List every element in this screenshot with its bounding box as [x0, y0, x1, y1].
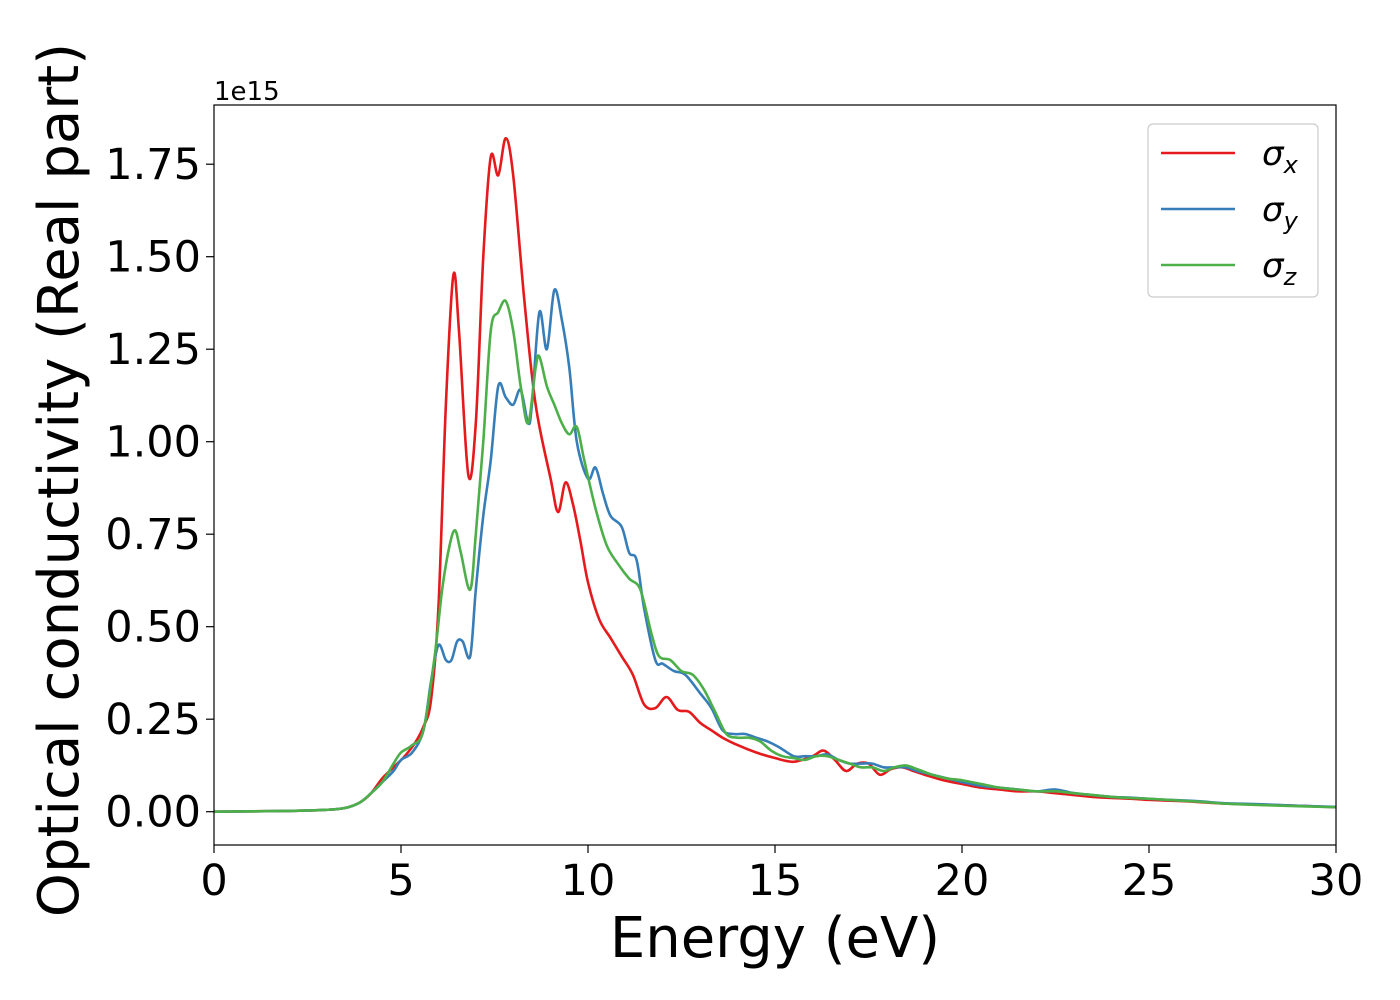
y-axis-title: Optical conductivity (Real part): [27, 43, 92, 917]
plot-lines: [213, 137, 1337, 813]
series-line-z: [213, 299, 1337, 813]
x-tick-label: 10: [561, 856, 616, 906]
x-tick-label: 15: [748, 856, 803, 906]
x-tick-label: 20: [935, 856, 990, 906]
y-tick-label: 1.00: [105, 418, 201, 468]
y-tick-label: 0.75: [105, 510, 201, 560]
x-tick-label: 30: [1309, 856, 1364, 906]
offset-text: 1e15: [214, 77, 280, 107]
y-tick-label: 0.25: [105, 695, 201, 745]
legend-box: [1147, 123, 1319, 298]
x-tick-label: 25: [1122, 856, 1177, 906]
x-axis-title: Energy (eV): [610, 906, 940, 971]
y-tick-label: 1.50: [105, 233, 201, 283]
x-tick-label: 5: [387, 856, 414, 906]
y-tick-label: 1.75: [105, 140, 201, 190]
x-tick-label: 0: [200, 856, 227, 906]
y-tick-label: 0.50: [105, 603, 201, 653]
y-tick-label: 1.25: [105, 325, 201, 375]
x-axis: 0 5 10 15 20 25 30: [200, 845, 1363, 906]
y-axis: 0.00 0.25 0.50 0.75 1.00 1.25 1.50 1.75: [105, 140, 214, 838]
y-tick-label: 0.00: [105, 788, 201, 838]
series-line-y: [213, 288, 1337, 813]
